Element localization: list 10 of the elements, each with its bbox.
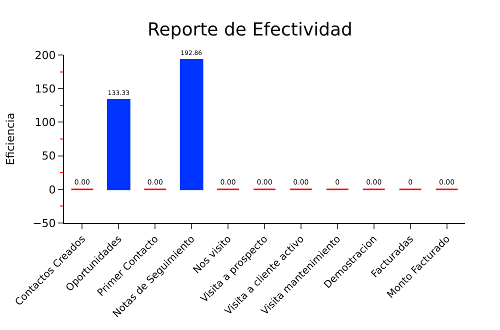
- bar: [107, 99, 130, 190]
- y-axis-title: Eficiencia: [4, 112, 18, 166]
- y-tick-label: 100: [34, 116, 56, 130]
- y-tick-label: 0: [48, 183, 56, 196]
- chart-title: Reporte de Efectividad: [148, 20, 352, 41]
- y-tick-label: 200: [34, 48, 56, 62]
- y-tick-label: 150: [34, 82, 56, 96]
- y-tick-label: −50: [32, 216, 56, 230]
- y-tick-label: 50: [42, 150, 56, 163]
- bar: [180, 59, 204, 190]
